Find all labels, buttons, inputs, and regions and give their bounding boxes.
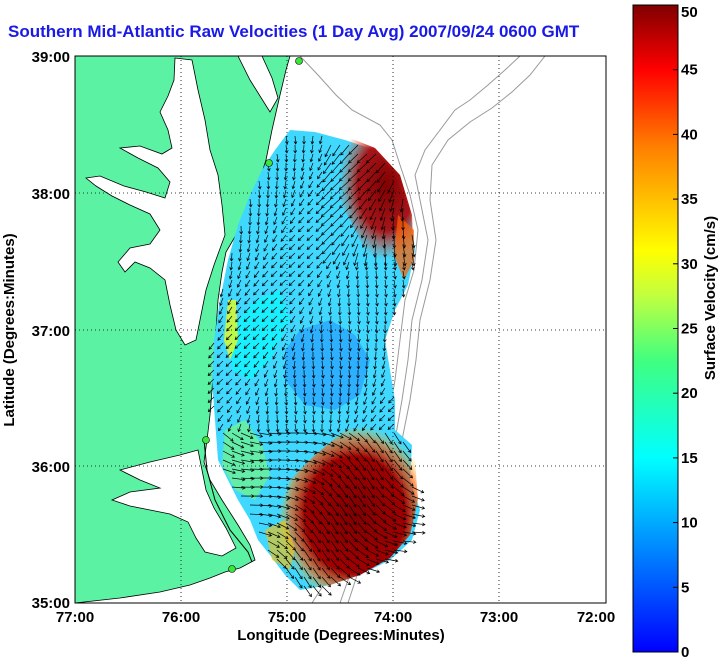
x-axis-label: Longitude (Degrees:Minutes) [237, 627, 445, 644]
delaware-bay [237, 56, 279, 113]
y-tick-label: 38:00 [32, 186, 70, 203]
x-tick-label: 75:00 [268, 609, 306, 626]
station-markers [202, 57, 303, 573]
grid-lines [75, 56, 606, 603]
colorbar-tick-label: 50 [681, 4, 698, 21]
station-marker [295, 57, 303, 65]
colorbar-tick-label: 15 [681, 450, 698, 467]
colorbar-tick-label: 25 [681, 321, 698, 338]
colorbar-tick-label: 10 [681, 515, 698, 532]
colorbar-tick-label: 0 [681, 644, 689, 659]
colorbar-label: Surface Velocity (cm/s) [702, 216, 719, 380]
station-marker [202, 436, 210, 444]
y-tick-label: 36:00 [32, 459, 70, 476]
colorbar-tick-label: 5 [681, 579, 689, 596]
map-title: Southern Mid-Atlantic Raw Velocities (1 … [8, 22, 580, 41]
velocity-arrows [207, 135, 426, 598]
colorbar-tick-label: 40 [681, 126, 698, 143]
y-axis-label: Latitude (Degrees:Minutes) [1, 233, 18, 426]
colorbar-scale [632, 4, 679, 653]
colorbar-tick-label: 20 [681, 385, 698, 402]
x-tick-label: 76:00 [162, 609, 200, 626]
x-tick-label: 74:00 [374, 609, 412, 626]
y-tick-label: 39:00 [32, 49, 70, 66]
plot-frame [74, 55, 607, 604]
y-tick-label: 35:00 [32, 595, 70, 612]
x-tick-label: 77:00 [56, 609, 94, 626]
chesapeake-bay [85, 57, 226, 346]
pamlico-sound [110, 449, 237, 557]
station-marker [228, 565, 236, 573]
x-tick-label: 72:00 [577, 609, 615, 626]
colorbar-tick-label: 30 [681, 256, 698, 273]
outer-banks [203, 439, 253, 563]
x-tick-label: 73:00 [480, 609, 518, 626]
x-axis: 77:00 76:00 75:00 74:00 73:00 72:00 Long… [56, 609, 615, 644]
colorbar-tick-label: 35 [681, 191, 698, 208]
station-marker [265, 159, 273, 167]
velocity-vectors [207, 135, 426, 598]
y-tick-label: 37:00 [32, 323, 70, 340]
colorbar-tick-label: 45 [681, 62, 698, 79]
y-axis: 39:00 38:00 37:00 36:00 35:00 Latitude (… [1, 49, 70, 612]
